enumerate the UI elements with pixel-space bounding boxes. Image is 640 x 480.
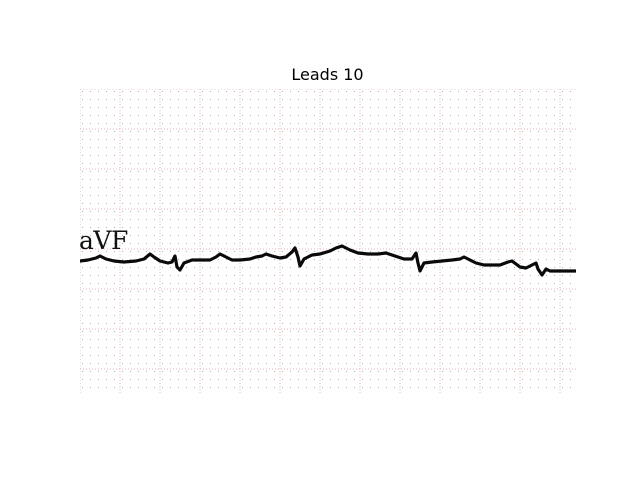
ecg-grid-dots [82, 91, 571, 388]
lead-label: aVF [79, 226, 128, 255]
ecg-strip [80, 89, 576, 394]
ecg-grid-and-trace [80, 89, 576, 394]
ecg-grid-lines [80, 89, 576, 394]
figure-title: Leads 10 [291, 65, 364, 84]
grid-dot-field [82, 91, 571, 388]
ecg-waveform [80, 244, 576, 277]
